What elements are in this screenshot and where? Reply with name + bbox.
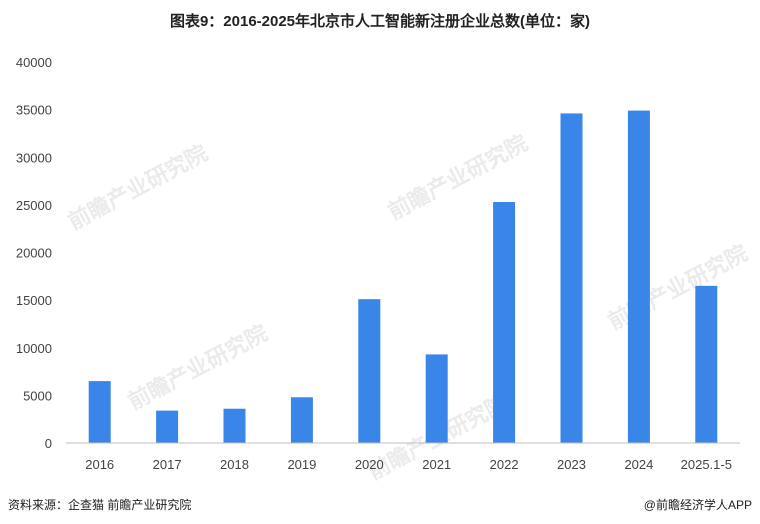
y-tick-label: 25000 [16, 198, 52, 213]
y-axis: 0 5000 10000 15000 20000 25000 30000 35000 40000 [16, 55, 52, 451]
x-tick-label: 2023 [557, 457, 586, 472]
y-tick-label: 30000 [16, 150, 52, 165]
bar-2025.1-5 [695, 285, 718, 443]
y-tick-label: 10000 [16, 341, 52, 356]
y-tick-label: 40000 [16, 55, 52, 70]
bar-2020 [358, 299, 381, 443]
y-tick-label: 20000 [16, 246, 52, 261]
x-tick-label: 2025.1-5 [681, 457, 732, 472]
x-tick-label: 2018 [220, 457, 249, 472]
x-tick-label: 2022 [490, 457, 519, 472]
brand-label: @前瞻经济学人APP [643, 498, 752, 512]
bar-2024 [627, 110, 650, 443]
y-tick-label: 35000 [16, 103, 52, 118]
chart-title: 图表9：2016-2025年北京市人工智能新注册企业总数(单位：家) [169, 13, 591, 30]
y-tick-label: 15000 [16, 293, 52, 308]
x-tick-label: 2017 [153, 457, 182, 472]
bar-2023 [560, 113, 583, 443]
bar-2019 [290, 397, 313, 443]
x-axis: 2016 2017 2018 2019 2020 2021 2022 2023 2024 2025… [66, 442, 740, 472]
x-tick-label: 2016 [85, 457, 114, 472]
bar-2017 [156, 410, 179, 443]
x-tick-label: 2021 [422, 457, 451, 472]
bar-2021 [425, 354, 448, 443]
bar-2022 [493, 202, 516, 443]
y-tick-label: 0 [45, 436, 52, 451]
x-tick-label: 2020 [355, 457, 384, 472]
source-note: 资料来源：企查猫 前瞻产业研究院 [8, 498, 192, 512]
bars [88, 110, 718, 443]
bar-2018 [223, 408, 246, 443]
bar-chart: 0 5000 10000 15000 20000 25000 30000 35000 40000… [16, 55, 740, 472]
bar-2016 [88, 381, 111, 443]
x-tick-label: 2019 [287, 457, 316, 472]
y-tick-label: 5000 [23, 388, 52, 403]
x-tick-label: 2024 [624, 457, 653, 472]
